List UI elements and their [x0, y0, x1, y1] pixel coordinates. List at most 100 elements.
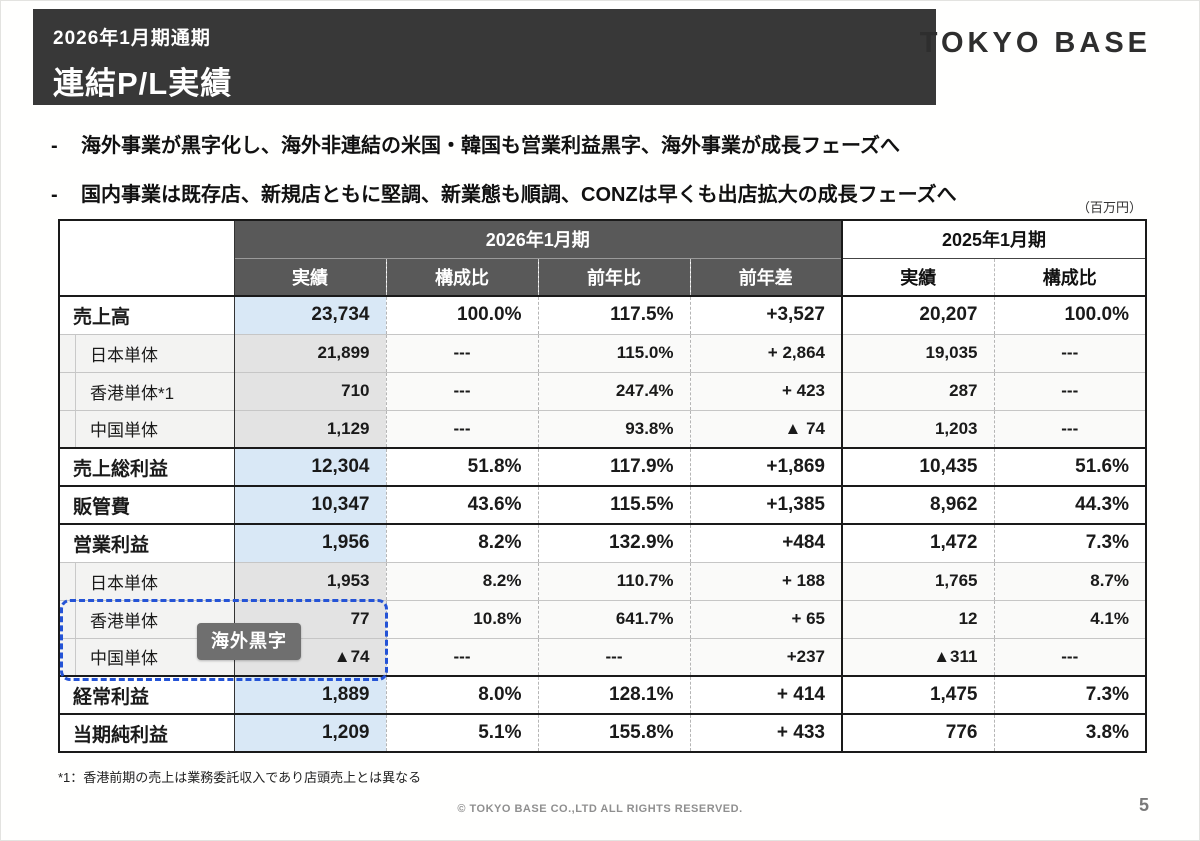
cell: 1,475: [842, 675, 995, 714]
cell: 1,956: [234, 523, 387, 562]
cell: 10.8%: [386, 599, 539, 638]
col-header-actual-2026: 実績: [234, 258, 387, 297]
title-bar: 2026年1月期通期 連結P/L実績: [33, 9, 936, 105]
cell: 1,889: [234, 675, 387, 714]
cell: 100.0%: [994, 295, 1146, 334]
cell: 247.4%: [538, 371, 691, 410]
bullet-text: 海外事業が黒字化し、海外非連結の米国・韓国も営業利益黒字、海外事業が成長フェーズ…: [81, 135, 900, 157]
cell: + 188: [690, 561, 843, 600]
cell: 8.2%: [386, 561, 539, 600]
overseas-profit-badge: 海外黒字: [197, 623, 301, 660]
cell: +3,527: [690, 295, 843, 334]
cell: 20,207: [842, 295, 995, 334]
cell: 115.0%: [538, 333, 691, 372]
cell: 12,304: [234, 447, 387, 486]
table-row: 中国単体 1,129 --- 93.8% ▲ 74 1,203 ---: [59, 409, 1146, 448]
bullet-marker: -: [51, 184, 58, 206]
cell: ---: [538, 637, 691, 676]
row-label: 中国単体: [59, 409, 235, 448]
cell: 641.7%: [538, 599, 691, 638]
cell: 7.3%: [994, 523, 1146, 562]
cell: 1,203: [842, 409, 995, 448]
row-label: 販管費: [59, 485, 235, 524]
cell: 8.0%: [386, 675, 539, 714]
summary-bullets: - 海外事業が黒字化し、海外非連結の米国・韓国も営業利益黒字、海外事業が成長フェー…: [51, 129, 1151, 227]
cell: 1,129: [234, 409, 387, 448]
pl-table-body: 売上高 23,734 100.0% 117.5% +3,527 20,207 100.0% 日…: [59, 295, 1146, 752]
row-label: 売上高: [59, 295, 235, 334]
col-header-composition-2026: 構成比: [386, 258, 539, 297]
cell: +484: [690, 523, 843, 562]
cell: ---: [994, 333, 1146, 372]
table-row: 売上高 23,734 100.0% 117.5% +3,527 20,207 100.0%: [59, 295, 1146, 334]
row-label: 日本単体: [59, 333, 235, 372]
page-number: 5: [1138, 795, 1149, 815]
cell: 8.7%: [994, 561, 1146, 600]
cell: ---: [386, 371, 539, 410]
row-label: 当期純利益: [59, 713, 235, 752]
cell: ---: [386, 333, 539, 372]
cell: ---: [386, 409, 539, 448]
row-label: 営業利益: [59, 523, 235, 562]
cell: ▲ 74: [690, 409, 843, 448]
unit-label: （百万円）: [1076, 200, 1142, 215]
row-label: 経常利益: [59, 675, 235, 714]
cell: ▲311: [842, 637, 995, 676]
cell: + 2,864: [690, 333, 843, 372]
table-row: 売上総利益 12,304 51.8% 117.9% +1,869 10,435 51.6%: [59, 447, 1146, 486]
group-header-2026: 2026年1月期: [234, 220, 843, 259]
group-header-2025: 2025年1月期: [842, 220, 1146, 259]
cell: ---: [994, 409, 1146, 448]
cell: 51.8%: [386, 447, 539, 486]
cell: 1,765: [842, 561, 995, 600]
table-row: 香港単体*1 710 --- 247.4% + 423 287 ---: [59, 371, 1146, 410]
table-row: 営業利益 1,956 8.2% 132.9% +484 1,472 7.3%: [59, 523, 1146, 562]
cell: 1,953: [234, 561, 387, 600]
bullet-text: 国内事業は既存店、新規店ともに堅調、新業態も順調、CONZは早くも出店拡大の成長…: [81, 184, 957, 206]
cell: 128.1%: [538, 675, 691, 714]
cell: 155.8%: [538, 713, 691, 752]
cell: ---: [994, 371, 1146, 410]
company-logo: TOKYO BASE: [919, 27, 1151, 59]
cell: 132.9%: [538, 523, 691, 562]
table-row: 香港単体 77 10.8% 641.7% + 65 12 4.1%: [59, 599, 1146, 638]
table-row: 日本単体 1,953 8.2% 110.7% + 188 1,765 8.7%: [59, 561, 1146, 600]
corner-cell: [59, 220, 235, 297]
column-header-row: 実績 構成比 前年比 前年差 実績 構成比: [59, 258, 1146, 297]
cell: +1,869: [690, 447, 843, 486]
cell: 93.8%: [538, 409, 691, 448]
cell: 117.5%: [538, 295, 691, 334]
table-row: 日本単体 21,899 --- 115.0% + 2,864 19,035 ---: [59, 333, 1146, 372]
cell: 110.7%: [538, 561, 691, 600]
bullet-item: - 海外事業が黒字化し、海外非連結の米国・韓国も営業利益黒字、海外事業が成長フェー…: [51, 129, 1151, 158]
cell: 23,734: [234, 295, 387, 334]
cell: 117.9%: [538, 447, 691, 486]
cell: 19,035: [842, 333, 995, 372]
cell: ---: [994, 637, 1146, 676]
cell: 7.3%: [994, 675, 1146, 714]
cell: 100.0%: [386, 295, 539, 334]
cell: 776: [842, 713, 995, 752]
col-header-yoy-diff: 前年差: [690, 258, 843, 297]
cell: 10,347: [234, 485, 387, 524]
cell: 44.3%: [994, 485, 1146, 524]
cell: 12: [842, 599, 995, 638]
cell: +237: [690, 637, 843, 676]
bullet-item: - 国内事業は既存店、新規店ともに堅調、新業態も順調、CONZは早くも出店拡大の成…: [51, 178, 1151, 207]
cell: 287: [842, 371, 995, 410]
copyright-text: © TOKYO BASE CO.,LTD ALL RIGHTS RESERVED…: [457, 803, 743, 815]
cell: 51.6%: [994, 447, 1146, 486]
fiscal-period-label: 2026年1月期通期: [53, 28, 211, 49]
cell: + 433: [690, 713, 843, 752]
row-label: 日本単体: [59, 561, 235, 600]
table-row: 当期純利益 1,209 5.1% 155.8% + 433 776 3.8%: [59, 713, 1146, 752]
cell: + 65: [690, 599, 843, 638]
cell: + 423: [690, 371, 843, 410]
cell: 43.6%: [386, 485, 539, 524]
cell: 4.1%: [994, 599, 1146, 638]
cell: 3.8%: [994, 713, 1146, 752]
row-label: 売上総利益: [59, 447, 235, 486]
cell: ---: [386, 637, 539, 676]
table-row: 販管費 10,347 43.6% 115.5% +1,385 8,962 44.3%: [59, 485, 1146, 524]
